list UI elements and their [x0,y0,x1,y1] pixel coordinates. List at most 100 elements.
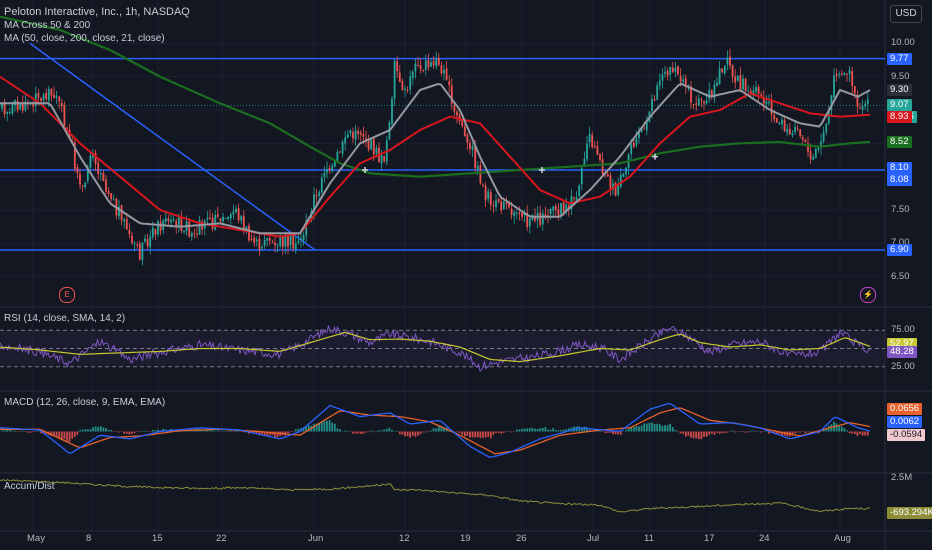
macd-histogram-bar [510,431,513,433]
candle-body [112,199,115,201]
candle-body [261,247,263,249]
macd-histogram-bar [768,431,770,434]
earnings-marker[interactable]: E [59,287,75,303]
candle-body [609,175,612,189]
macd-histogram-bar [708,431,711,435]
dividend-marker[interactable]: ⚡ [860,287,876,303]
macd-histogram-bar [68,431,71,442]
ma-long-line [0,15,871,178]
macd-histogram-bar [37,431,40,432]
ma-cross-marker [362,167,368,173]
macd-histogram-bar [684,431,687,437]
candle-body [419,64,422,70]
indicator-ma-cross[interactable]: MA Cross 50 & 200 [4,20,91,31]
macd-histogram-bar [209,430,211,432]
candle-body [682,79,685,82]
candle-body [76,167,79,174]
candle-body [84,182,87,188]
macd-histogram-bar [822,429,825,432]
macd-histogram-bar [632,427,635,432]
candle-body [266,238,269,241]
macd-histogram-bar [458,431,461,433]
candle-body [500,201,503,211]
candle-body [138,243,141,260]
macd-histogram-bar [125,431,128,434]
rsi-label[interactable]: RSI (14, close, SMA, 14, 2) [4,313,126,324]
candle-body [86,167,89,182]
macd-histogram-bar [250,431,253,433]
candle-body [105,179,107,192]
macd-histogram-bar [214,430,217,432]
indicator-ma[interactable]: MA (50, close, 200, close, 21, close) [4,33,165,44]
accum-dist-label[interactable]: Accum/Dist [4,481,55,492]
candle-body [170,219,172,223]
macd-histogram-bar [461,431,464,435]
candle-body [760,94,763,97]
candle-body [435,58,438,67]
candle-body [375,148,378,154]
time-axis-tick: 24 [759,533,770,544]
currency-button[interactable]: USD [890,5,922,23]
macd-histogram-bar [625,430,627,432]
candle-body [183,230,185,233]
candle-body [669,66,672,75]
macd-line [0,402,871,458]
macd-histogram-bar [474,431,477,438]
candle-body [58,96,61,102]
candle-body [409,76,412,90]
macd-histogram-bar [825,428,828,432]
macd-histogram-bar [424,431,427,433]
candle-body [263,239,266,246]
macd-histogram-bar [136,431,139,433]
macd-histogram-bar [349,431,352,433]
macd-histogram-bar [378,430,380,432]
candle-body [807,143,809,152]
macd-histogram-bar [752,430,755,432]
candle-body [489,192,492,206]
macd-histogram-bar [34,431,37,432]
macd-histogram-bar [406,431,409,437]
candle-body [788,128,791,135]
candle-body [487,191,490,199]
time-axis-tick: 15 [152,533,163,544]
candle-body [55,95,58,98]
candle-body [60,102,63,107]
candle-body [495,200,497,208]
macd-histogram-bar [757,431,760,432]
macd-histogram-bar [357,431,360,434]
candle-body [541,213,544,225]
macd-histogram-bar [388,427,391,432]
candle-body [110,193,113,200]
candle-body [596,146,599,155]
candle-body [352,132,354,139]
candle-body [502,201,505,210]
candle-body [188,221,191,237]
macd-histogram-bar [201,429,204,432]
macd-histogram-bar [744,431,747,433]
time-axis-tick: May [27,533,45,544]
candle-body [159,222,162,231]
macd-histogram-bar [50,431,53,436]
macd-histogram-bar [661,425,664,432]
candle-body [752,90,755,96]
macd-histogram-bar [762,431,765,432]
macd-histogram-bar [856,431,859,437]
candle-body [591,135,594,148]
macd-histogram-bar [497,431,500,433]
macd-histogram-bar [417,431,419,436]
time-axis-tick: Jul [587,533,600,544]
macd-histogram-bar [479,431,482,438]
macd-histogram-bar [71,431,74,439]
macd-histogram-bar [648,422,651,432]
candle-body [372,138,375,155]
candle-body [349,130,352,134]
candle-body [827,109,830,124]
candle-body [773,115,776,120]
candle-body [232,211,235,215]
macd-label[interactable]: MACD (12, 26, close, 9, EMA, EMA) [4,397,166,408]
candle-body [398,72,401,83]
macd-histogram-bar [21,430,24,432]
candle-body [474,144,477,169]
candle-body [414,63,417,72]
